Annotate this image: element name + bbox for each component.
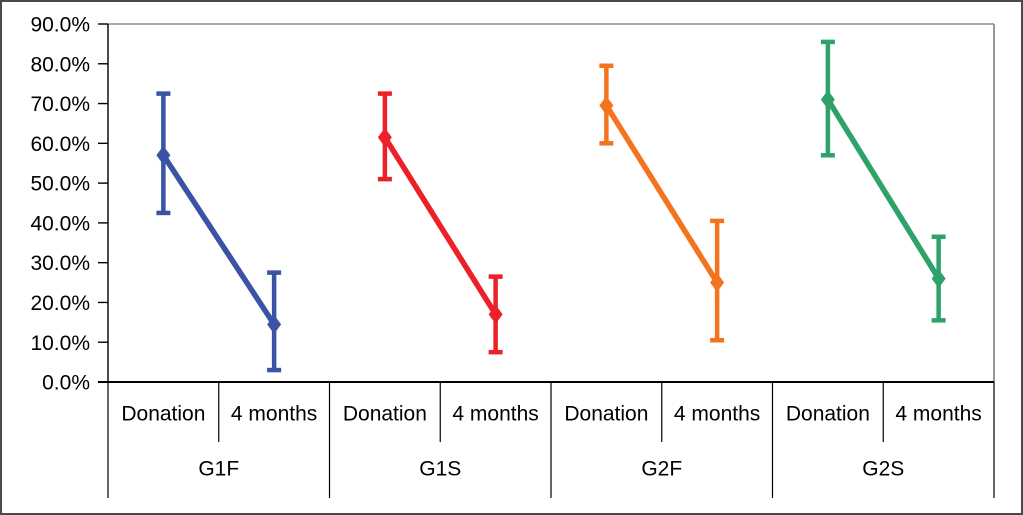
y-tick-label: 20.0% bbox=[30, 292, 90, 315]
diamond-marker-g1s bbox=[488, 304, 503, 324]
category-label: 4 months bbox=[674, 403, 760, 426]
error-bar-cap-top bbox=[488, 274, 503, 279]
error-bar-cap-top bbox=[820, 39, 835, 45]
error-bar-cap-bottom bbox=[710, 337, 725, 343]
diamond-marker-g1f bbox=[267, 314, 282, 334]
error-bar-cap-bottom bbox=[488, 349, 503, 355]
y-tick-label: 50.0% bbox=[30, 173, 90, 196]
y-tick-label: 10.0% bbox=[30, 332, 90, 355]
category-label: Donation bbox=[564, 403, 648, 426]
error-bar-cap-bottom bbox=[599, 141, 614, 146]
error-bar-cap-bottom bbox=[931, 318, 946, 323]
category-label: Donation bbox=[343, 403, 427, 426]
y-tick-label: 90.0% bbox=[30, 14, 90, 37]
group-label: G2F bbox=[641, 458, 682, 481]
series-line-g1s bbox=[382, 135, 498, 316]
series-line-g1f bbox=[161, 153, 277, 326]
y-tick-label: 0.0% bbox=[42, 372, 90, 395]
error-bar-cap-top bbox=[931, 234, 946, 240]
category-label: Donation bbox=[786, 403, 870, 426]
diamond-marker-g2f bbox=[599, 96, 614, 116]
error-bar-cap-bottom bbox=[156, 210, 171, 216]
y-tick-label: 60.0% bbox=[30, 133, 90, 156]
y-tick-label: 70.0% bbox=[30, 93, 90, 116]
category-label: 4 months bbox=[895, 403, 981, 426]
error-bar-cap-top bbox=[156, 91, 171, 96]
group-label: G1F bbox=[198, 458, 239, 481]
error-bar-cap-top bbox=[377, 91, 392, 96]
group-label: G1S bbox=[419, 458, 461, 481]
y-tick-label: 80.0% bbox=[30, 53, 90, 76]
category-label: 4 months bbox=[452, 403, 538, 426]
category-label: Donation bbox=[121, 403, 205, 426]
series-line-g2s bbox=[825, 98, 941, 281]
diamond-marker-g2s bbox=[931, 269, 946, 289]
error-bar-cap-top bbox=[710, 218, 725, 224]
y-tick-label: 40.0% bbox=[30, 212, 90, 235]
diamond-marker-g2f bbox=[710, 273, 725, 293]
diamond-marker-g1f bbox=[156, 145, 171, 165]
group-label: G2S bbox=[862, 458, 904, 481]
category-label: 4 months bbox=[231, 403, 317, 426]
error-bar-cap-bottom bbox=[377, 176, 392, 182]
series-line-g2f bbox=[604, 104, 720, 285]
error-bar-cap-top bbox=[267, 270, 282, 275]
error-bar-cap-top bbox=[599, 63, 614, 69]
diamond-marker-g1s bbox=[377, 127, 392, 147]
error-bar-cap-bottom bbox=[820, 153, 835, 158]
diamond-marker-g2s bbox=[820, 90, 835, 110]
error-bar-cap-bottom bbox=[267, 367, 282, 373]
y-tick-label: 30.0% bbox=[30, 252, 90, 275]
